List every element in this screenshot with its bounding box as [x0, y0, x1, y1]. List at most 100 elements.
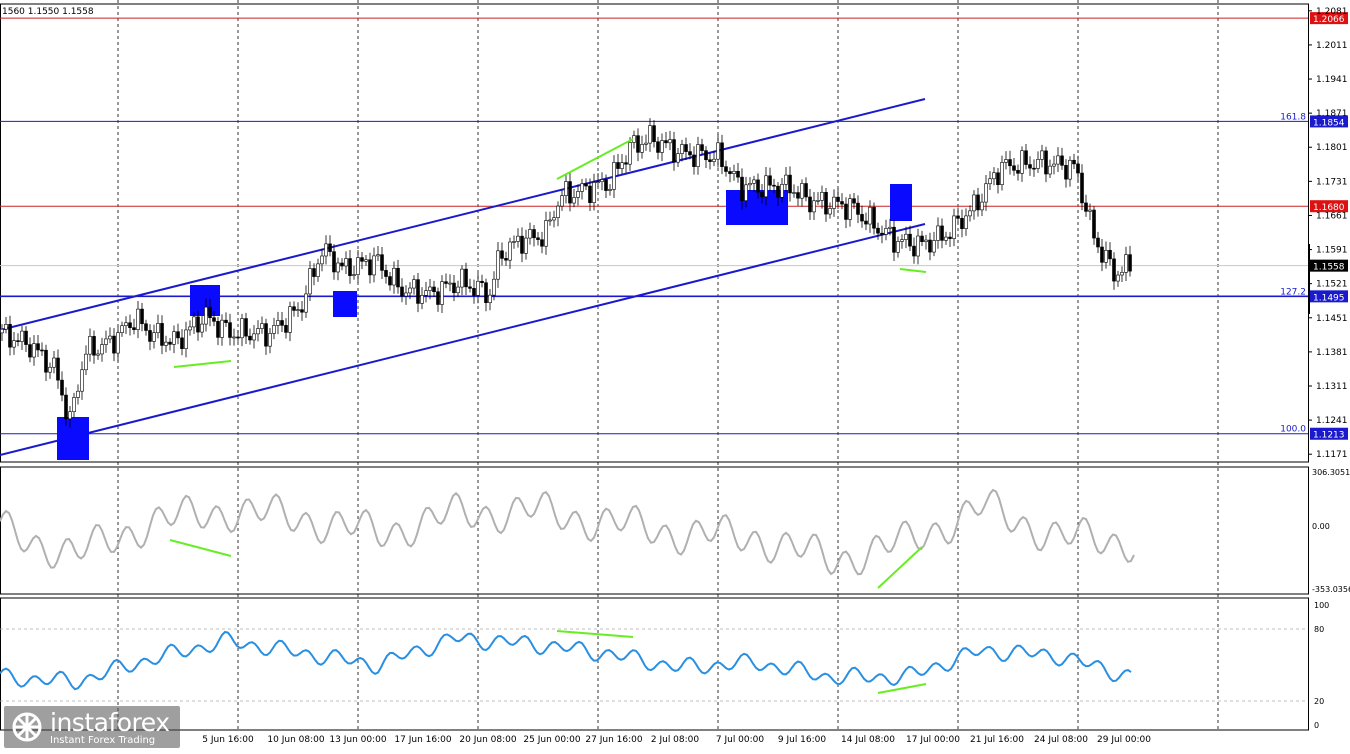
logo-mark-icon [12, 712, 42, 742]
x-axis-label: 20 Jun 08:00 [459, 735, 516, 745]
candle-body [800, 183, 804, 199]
price-tick-label: 1.1871 [1316, 109, 1348, 119]
candle-body [688, 151, 692, 156]
candle-body [568, 181, 572, 204]
candle-body [300, 309, 304, 313]
highlight-box [890, 184, 912, 221]
candle-body [736, 171, 740, 178]
candle-body [0, 328, 4, 334]
candle-body [908, 233, 912, 247]
candle-body [900, 239, 904, 242]
candle-body [208, 306, 212, 319]
cci-tick-label: 306.3051 [1312, 468, 1350, 477]
candle-body [976, 194, 980, 211]
candle-body [80, 369, 84, 392]
candle-body [304, 293, 308, 313]
candle-body [860, 214, 864, 222]
candle-body [44, 349, 48, 373]
candle-body [420, 295, 424, 304]
candle-body [488, 294, 492, 304]
candle-body [676, 153, 680, 163]
candle-body [188, 326, 192, 331]
candle-body [636, 135, 640, 153]
candle-body [1096, 237, 1100, 248]
candle-body [376, 254, 380, 257]
candle-body [20, 330, 24, 342]
candle-body [580, 183, 584, 192]
candle-body [592, 182, 596, 203]
candle-body [756, 179, 760, 193]
candle-body [848, 198, 852, 220]
candle-body [876, 227, 880, 234]
candle-body [372, 255, 376, 276]
candle-body [672, 139, 676, 163]
x-axis-label: 10 Jun 08:00 [267, 735, 324, 745]
candle-body [1048, 165, 1052, 175]
candle-body [380, 254, 384, 271]
candle-body [256, 328, 260, 335]
candle-body [544, 220, 548, 247]
price-tick-label: 1.1241 [1316, 416, 1348, 426]
candle-body [808, 196, 812, 213]
candle-body [816, 200, 820, 202]
candle-body [832, 196, 836, 209]
candle-body [136, 308, 140, 330]
candle-body [40, 349, 44, 352]
candle-body [904, 233, 908, 240]
candle-body [948, 236, 952, 239]
candle-body [584, 183, 588, 187]
candle-body [512, 241, 516, 243]
candle-body [772, 184, 776, 187]
candle-body [408, 287, 412, 294]
candle-body [292, 306, 296, 311]
candle-body [712, 158, 716, 162]
candle-body [820, 192, 824, 201]
candle-body [180, 337, 184, 349]
rsi-divergence-line [877, 683, 927, 694]
candle-body [116, 332, 120, 354]
level-label-bg [1310, 12, 1348, 25]
candle-body [244, 318, 248, 337]
highlight-box [333, 291, 357, 317]
x-axis-label: 13 Jun 00:00 [329, 735, 386, 745]
candle-body [804, 183, 808, 198]
candle-body [452, 282, 456, 294]
candle-body [232, 336, 236, 339]
x-axis-label: 29 Jul 00:00 [1097, 735, 1151, 745]
candle-body [200, 323, 204, 333]
candle-body [144, 323, 148, 331]
candle-body [120, 325, 124, 333]
candle-body [240, 318, 244, 339]
candle-body [1056, 155, 1060, 165]
candle-body [884, 228, 888, 235]
rsi-tick-label: 20 [1314, 697, 1324, 706]
candle-body [108, 335, 112, 340]
candle-body [716, 142, 720, 160]
candle-body [56, 357, 60, 381]
candle-body [520, 235, 524, 254]
level-label-bg [1310, 200, 1348, 213]
candle-body [324, 243, 328, 257]
ohlc-header: 1560 1.1550 1.1558 [2, 7, 94, 17]
candle-body [656, 141, 660, 153]
candle-body [1124, 254, 1128, 273]
candle-body [48, 366, 52, 373]
price-tick-label: 1.2011 [1316, 41, 1348, 51]
candle-body [972, 194, 976, 212]
candle-body [228, 322, 232, 338]
cci-divergence-line [877, 546, 923, 589]
candle-body [1060, 155, 1064, 166]
candle-body [892, 226, 896, 253]
candle-body [840, 201, 844, 205]
candle-body [224, 319, 228, 323]
candle-body [1064, 165, 1068, 180]
candle-body [640, 144, 644, 153]
rsi-tick-label: 100 [1314, 601, 1329, 610]
candle-body [704, 150, 708, 161]
candle-body [528, 229, 532, 239]
candle-body [1112, 258, 1116, 282]
candle-body [104, 338, 108, 345]
x-axis-label: 25 Jun 00:00 [523, 735, 580, 745]
candle-body [12, 340, 16, 348]
